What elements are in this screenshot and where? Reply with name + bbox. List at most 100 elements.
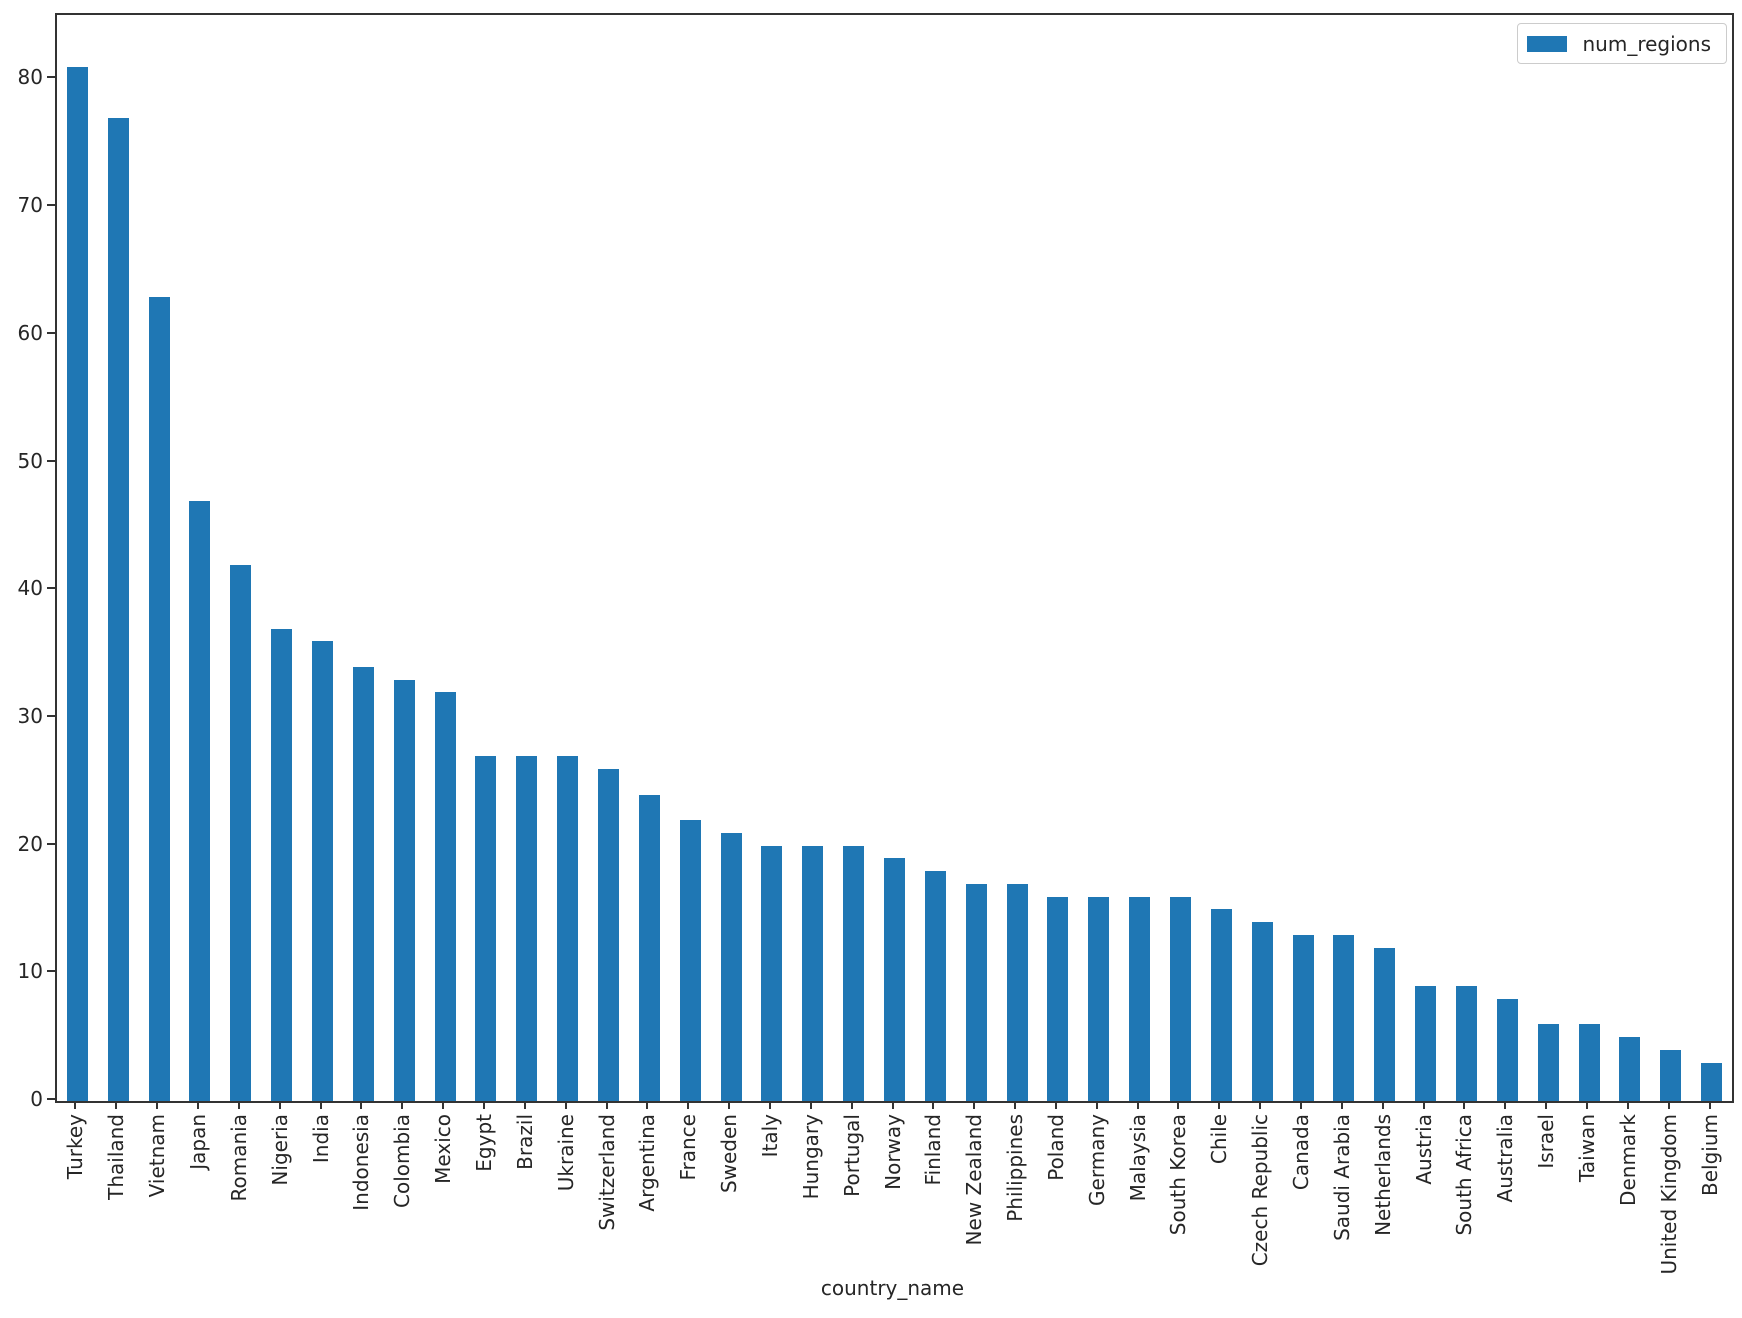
x-tick-label: Romania bbox=[226, 1114, 251, 1202]
x-tick-mark bbox=[891, 1101, 894, 1109]
y-tick-label: 40 bbox=[17, 576, 43, 601]
bar bbox=[598, 769, 620, 1101]
x-tick-label: Poland bbox=[1043, 1114, 1068, 1181]
bar bbox=[107, 117, 129, 1101]
x-tick-label: Germany bbox=[1084, 1114, 1109, 1206]
x-tick-label: Vietnam bbox=[145, 1114, 170, 1198]
bar bbox=[1701, 1062, 1723, 1101]
x-tick-mark bbox=[1667, 1101, 1670, 1109]
x-tick-label: Indonesia bbox=[349, 1114, 374, 1211]
x-tick-label: Japan bbox=[185, 1114, 210, 1170]
x-tick-mark bbox=[1095, 1101, 1098, 1109]
plot-area bbox=[55, 13, 1734, 1103]
legend: num_regions bbox=[1517, 23, 1727, 64]
x-tick-mark bbox=[850, 1101, 853, 1109]
y-tick-label: 80 bbox=[17, 65, 43, 90]
y-tick-mark bbox=[47, 204, 55, 207]
x-tick-mark bbox=[115, 1101, 118, 1109]
x-tick-label: Turkey bbox=[63, 1114, 88, 1180]
x-tick-label: Saudi Arabia bbox=[1329, 1114, 1354, 1241]
x-tick-label: Switzerland bbox=[594, 1114, 619, 1231]
bar bbox=[271, 628, 293, 1101]
bar bbox=[1415, 986, 1437, 1101]
x-tick-label: Israel bbox=[1534, 1114, 1559, 1169]
y-tick-label: 20 bbox=[17, 831, 43, 856]
x-tick-label: Philippines bbox=[1003, 1114, 1028, 1222]
bar bbox=[720, 832, 742, 1101]
bar bbox=[230, 564, 252, 1101]
x-tick-label: Hungary bbox=[798, 1114, 823, 1200]
x-tick-label: Czech Republic bbox=[1248, 1114, 1273, 1267]
x-tick-mark bbox=[1708, 1101, 1711, 1109]
y-tick-mark bbox=[47, 842, 55, 845]
x-tick-mark bbox=[401, 1101, 404, 1109]
y-tick-mark bbox=[47, 587, 55, 590]
bar bbox=[1088, 896, 1110, 1101]
bar bbox=[1455, 986, 1477, 1101]
bar bbox=[1006, 883, 1028, 1101]
x-tick-label: Nigeria bbox=[267, 1114, 292, 1186]
x-tick-label: Italy bbox=[757, 1114, 782, 1158]
x-tick-mark bbox=[74, 1101, 77, 1109]
bar bbox=[1292, 935, 1314, 1101]
y-tick-label: 10 bbox=[17, 959, 43, 984]
legend-color-swatch-icon bbox=[1527, 35, 1568, 52]
x-tick-mark bbox=[1463, 1101, 1466, 1109]
bar bbox=[1578, 1024, 1600, 1101]
x-tick-label: Belgium bbox=[1697, 1114, 1722, 1196]
x-tick-label: Canada bbox=[1289, 1114, 1314, 1191]
bar bbox=[1333, 935, 1355, 1101]
bar bbox=[1251, 922, 1273, 1101]
x-tick-mark bbox=[768, 1101, 771, 1109]
x-tick-mark bbox=[1136, 1101, 1139, 1109]
bar bbox=[312, 641, 334, 1101]
x-tick-mark bbox=[1300, 1101, 1303, 1109]
bar bbox=[1619, 1037, 1641, 1101]
x-tick-mark bbox=[1504, 1101, 1507, 1109]
x-tick-label: South Africa bbox=[1452, 1114, 1477, 1236]
y-tick-label: 30 bbox=[17, 703, 43, 728]
x-tick-mark bbox=[973, 1101, 976, 1109]
x-tick-label: Australia bbox=[1493, 1114, 1518, 1203]
x-tick-mark bbox=[360, 1101, 363, 1109]
x-tick-mark bbox=[237, 1101, 240, 1109]
x-axis-title: country_name bbox=[820, 1276, 965, 1300]
bar bbox=[884, 858, 905, 1101]
x-tick-mark bbox=[523, 1101, 526, 1109]
x-tick-mark bbox=[605, 1101, 608, 1109]
x-tick-label: Thailand bbox=[104, 1114, 129, 1200]
legend-series-label: num_regions bbox=[1582, 31, 1711, 56]
y-tick-label: 0 bbox=[30, 1087, 43, 1111]
bar bbox=[1496, 998, 1518, 1101]
x-tick-label: Taiwan bbox=[1575, 1114, 1599, 1183]
bar bbox=[557, 756, 579, 1101]
bar bbox=[1537, 1024, 1559, 1101]
bar bbox=[761, 845, 783, 1101]
x-tick-mark bbox=[1218, 1101, 1221, 1109]
x-tick-mark bbox=[932, 1101, 935, 1109]
y-tick-label: 60 bbox=[17, 320, 43, 345]
bar bbox=[679, 820, 701, 1101]
x-tick-mark bbox=[1381, 1101, 1384, 1109]
y-tick-mark bbox=[47, 970, 55, 973]
x-tick-label: Chile bbox=[1207, 1114, 1232, 1165]
x-tick-mark bbox=[564, 1101, 567, 1109]
bar bbox=[393, 679, 415, 1101]
x-tick-mark bbox=[728, 1101, 731, 1109]
x-tick-mark bbox=[1422, 1101, 1425, 1109]
bar bbox=[1660, 1049, 1682, 1101]
bar bbox=[475, 756, 497, 1101]
x-tick-mark bbox=[1586, 1101, 1588, 1109]
x-tick-label: Portugal bbox=[839, 1114, 864, 1197]
x-tick-label: Netherlands bbox=[1370, 1114, 1395, 1236]
x-tick-label: France bbox=[676, 1114, 701, 1181]
y-tick-mark bbox=[47, 1098, 55, 1100]
x-tick-label: Mexico bbox=[431, 1114, 456, 1184]
x-tick-label: United Kingdom bbox=[1656, 1114, 1681, 1275]
y-tick-mark bbox=[47, 331, 55, 334]
x-tick-mark bbox=[319, 1101, 322, 1109]
x-tick-label: Sweden bbox=[717, 1114, 742, 1194]
x-tick-mark bbox=[278, 1101, 281, 1109]
bar bbox=[638, 794, 660, 1101]
